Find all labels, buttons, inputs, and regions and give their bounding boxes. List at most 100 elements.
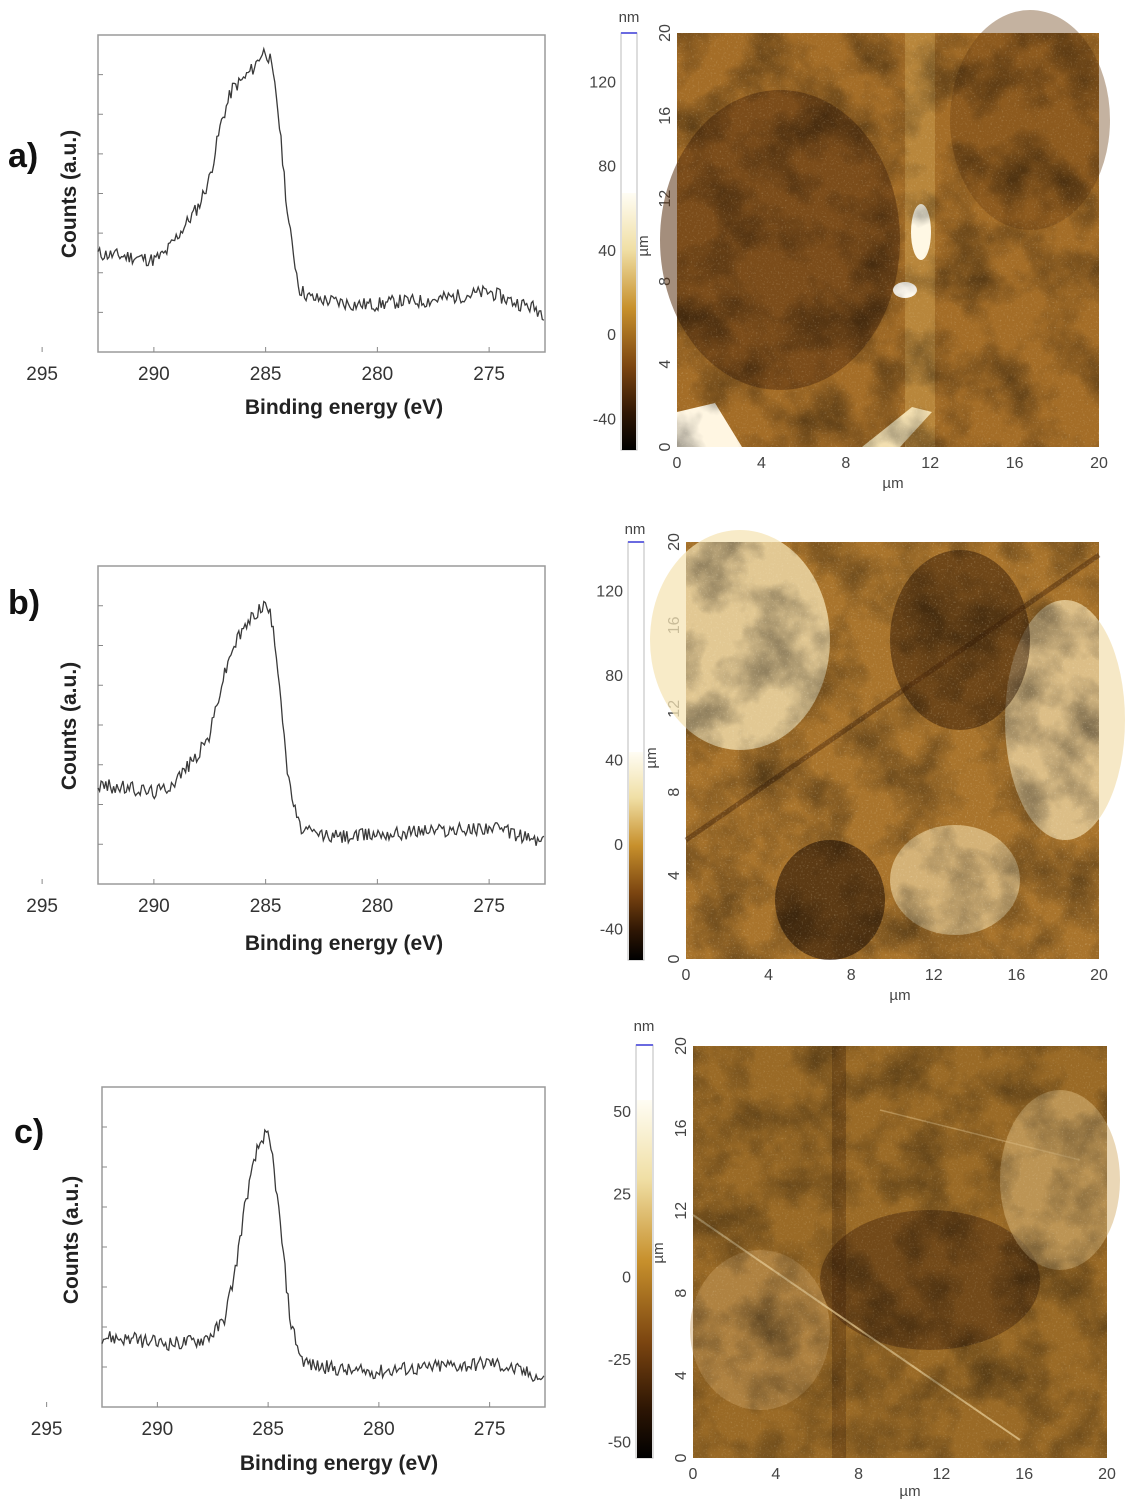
afm-grain [693, 1046, 1107, 1458]
x-tick-label: 295 [31, 1419, 63, 1440]
colorbar-tick-label: 0 [622, 1269, 631, 1286]
y-axis-title: Counts (a.u.) [58, 130, 81, 258]
image-x-tick-label: 8 [847, 967, 856, 984]
xps-spectrum-line [97, 46, 545, 321]
xps-spectrum-line [97, 600, 545, 846]
colorbar-tick-labels: 50 25 0 -25 -50 [608, 1104, 631, 1451]
x-tick-label: 285 [250, 896, 282, 917]
image-y-tick-label: 4 [673, 1371, 690, 1380]
xps-plot-a: a) Counts (a.u.) Binding energy (eV) 295… [8, 34, 546, 419]
colorbar-tick-label: 40 [598, 243, 616, 260]
image-x-tick-label: 0 [689, 1466, 698, 1483]
colorbar-unit: nm [619, 9, 640, 26]
image-x-tick-label: 8 [854, 1466, 863, 1483]
colorbar-tick-label: -25 [608, 1352, 631, 1369]
x-tick-label: 275 [473, 896, 505, 917]
panel-label-b: b) [8, 584, 40, 622]
image-y-tick-label: 0 [673, 1453, 690, 1462]
x-tick-labels: 295 290 285 280 275 [26, 879, 505, 917]
y-axis-title: Counts (a.u.) [58, 662, 81, 790]
image-x-tick-label: 20 [1090, 967, 1108, 984]
image-x-tick-label: 0 [673, 455, 682, 472]
afm-grain [677, 33, 1099, 447]
image-y-axis-title: µm [643, 747, 660, 768]
image-y-tick-label: 20 [657, 24, 674, 42]
plot-frame [101, 1086, 546, 1408]
image-y-tick-label: 20 [673, 1037, 690, 1055]
xps-spectrum-line [101, 1128, 545, 1383]
image-x-axis-title: µm [899, 1483, 920, 1500]
image-y-tick-label: 16 [657, 107, 674, 125]
colorbar [622, 193, 636, 450]
panel-label-c: c) [14, 1113, 44, 1151]
colorbar [629, 752, 643, 960]
colorbar-tick-label: 120 [596, 584, 623, 601]
image-x-tick-label: 12 [925, 967, 943, 984]
x-tick-label: 275 [473, 364, 505, 385]
colorbar-tick-label: 120 [589, 74, 616, 91]
image-x-tick-label: 20 [1098, 1466, 1116, 1483]
colorbar-tick-label: 25 [613, 1187, 631, 1204]
colorbar-tick-label: -40 [593, 411, 616, 428]
image-y-tick-label: 0 [657, 442, 674, 451]
image-y-tick-label: 4 [657, 360, 674, 369]
image-x-tick-label: 16 [1008, 967, 1026, 984]
image-x-axis-title: µm [882, 475, 903, 492]
afm-image-c: nm 50 25 0 -25 -50 µm 0 4 8 12 16 20 0 4 8 12 16 20 µm [608, 1018, 1120, 1500]
image-x-tick-label: 8 [841, 455, 850, 472]
image-x-tick-label: 4 [757, 455, 766, 472]
y-tick-marks [102, 1126, 107, 1368]
afm-grain [686, 542, 1099, 959]
image-y-tick-label: 20 [666, 533, 683, 551]
xps-plot-b: b) Counts (a.u.) Binding energy (eV) 295… [8, 565, 546, 955]
colorbar-unit: nm [625, 521, 646, 538]
plot-frame [97, 565, 546, 885]
image-x-axis-title: µm [889, 987, 910, 1004]
colorbar-tick-label: -40 [600, 921, 623, 938]
x-tick-label: 285 [250, 364, 282, 385]
colorbar-unit: nm [634, 1018, 655, 1035]
x-axis-title: Binding energy (eV) [240, 1452, 438, 1475]
image-x-tick-label: 20 [1090, 455, 1108, 472]
image-y-tick-label: 8 [673, 1289, 690, 1298]
x-tick-labels: 295 290 285 280 275 [31, 1402, 506, 1440]
image-x-tick-label: 4 [764, 967, 773, 984]
colorbar-tick-labels: 120 80 40 0 -40 [589, 74, 616, 428]
y-tick-marks [98, 605, 103, 845]
x-tick-label: 280 [362, 364, 394, 385]
image-y-axis-title: µm [635, 235, 652, 256]
image-x-tick-label: 0 [682, 967, 691, 984]
image-y-tick-label: 4 [666, 871, 683, 880]
image-y-tick-label: 12 [673, 1202, 690, 1220]
image-y-tick-label: 16 [673, 1119, 690, 1137]
colorbar-tick-label: 80 [598, 159, 616, 176]
image-x-tick-label: 12 [921, 455, 939, 472]
image-x-tick-labels: 0 4 8 12 16 20 [673, 455, 1108, 472]
colorbar-tick-label: 0 [614, 837, 623, 854]
image-y-tick-label: 0 [666, 954, 683, 963]
image-x-tick-label: 4 [771, 1466, 780, 1483]
image-x-tick-labels: 0 4 8 12 16 20 [689, 1466, 1116, 1483]
x-tick-label: 295 [26, 896, 58, 917]
image-y-tick-label: 8 [666, 788, 683, 797]
image-x-tick-label: 16 [1006, 455, 1024, 472]
colorbar-tick-label: 0 [607, 327, 616, 344]
x-tick-label: 290 [142, 1419, 174, 1440]
colorbar-tick-label: 40 [605, 752, 623, 769]
x-tick-label: 280 [362, 896, 394, 917]
x-tick-label: 275 [474, 1419, 506, 1440]
x-tick-labels: 295 290 285 280 275 [26, 347, 505, 385]
colorbar-tick-label: 80 [605, 668, 623, 685]
colorbar-tick-labels: 120 80 40 0 -40 [596, 584, 623, 939]
plot-frame [97, 34, 546, 353]
xps-plot-c: c) Counts (a.u.) Binding energy (eV) 295… [14, 1086, 546, 1475]
image-x-tick-labels: 0 4 8 12 16 20 [682, 967, 1108, 984]
x-tick-label: 290 [138, 896, 170, 917]
y-axis-title: Counts (a.u.) [60, 1176, 83, 1304]
image-x-tick-label: 16 [1015, 1466, 1033, 1483]
x-tick-label: 290 [138, 364, 170, 385]
x-axis-title: Binding energy (eV) [245, 932, 443, 955]
y-tick-marks [98, 74, 103, 313]
